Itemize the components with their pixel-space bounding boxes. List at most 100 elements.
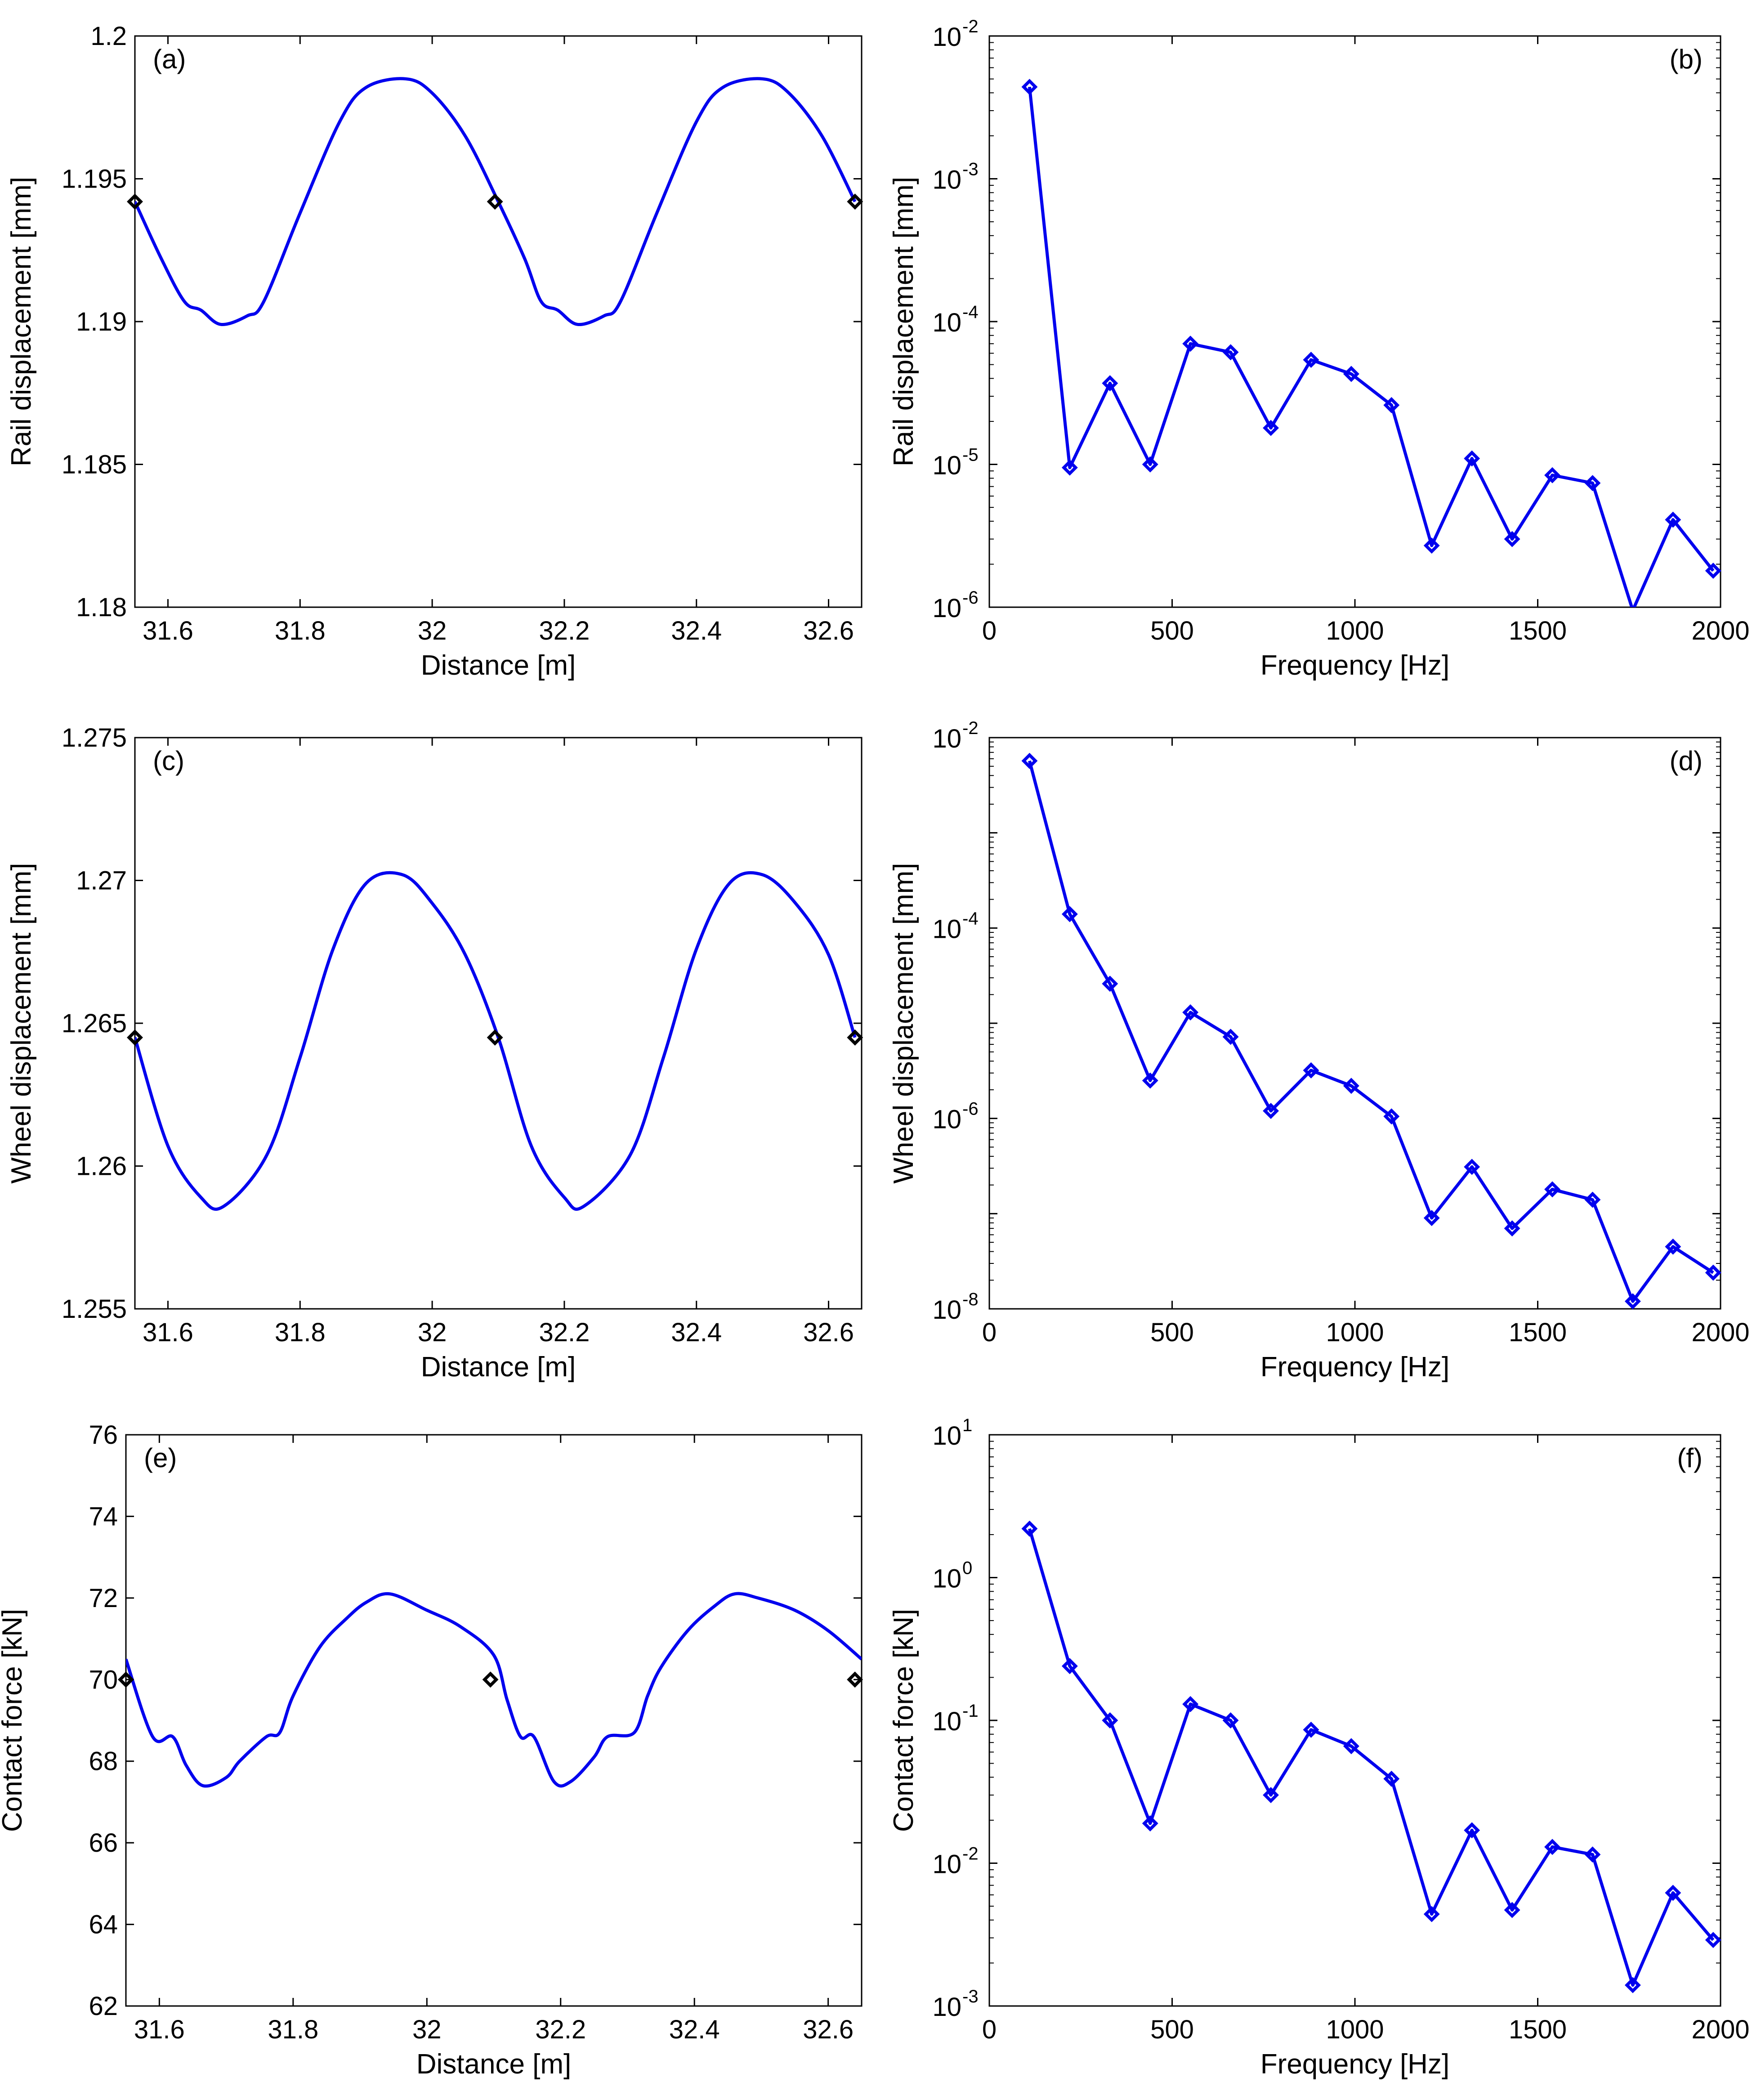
- x-tick-label: 0: [982, 616, 997, 645]
- data-point-marker: [1504, 1220, 1520, 1237]
- y-tick-label: 1.185: [62, 450, 127, 479]
- y-tick-label: 62: [89, 1992, 118, 2021]
- x-tick-label: 32.4: [669, 2015, 720, 2044]
- data-point-marker: [1021, 79, 1038, 95]
- y-tick-label: 68: [89, 1747, 118, 1776]
- data-point-marker: [1383, 397, 1400, 413]
- data-point-marker: [1504, 1902, 1520, 1918]
- data-point-marker: [1383, 1770, 1400, 1787]
- data-point-marker: [1303, 352, 1319, 368]
- data-point-marker: [1021, 752, 1038, 769]
- data-point-marker: [1423, 1210, 1440, 1226]
- data-point-marker: [1102, 1712, 1118, 1728]
- x-tick-label: 1000: [1326, 2015, 1384, 2044]
- panel-label: (b): [1670, 44, 1703, 74]
- y-tick-label: 10: [932, 1850, 961, 1879]
- panel-e: 31.6 31.8 32 32.2 32.4 32.6 62 64 66 68 70 72 74 76 Di…: [0, 1420, 863, 2080]
- y-tick-exponent: -5: [962, 445, 979, 465]
- data-point-marker: [1182, 1696, 1199, 1712]
- data-point-marker: [1705, 1932, 1721, 1948]
- x-tick-label: 2000: [1691, 2015, 1749, 2044]
- data-point-marker: [1584, 475, 1601, 491]
- x-tick-label: 0: [982, 2015, 997, 2044]
- panel-c: 31.6 31.8 32 32.2 32.4 32.6 1.255 1.26 1.265 1.27…: [6, 723, 863, 1383]
- x-tick-label: 500: [1150, 616, 1194, 645]
- panel-a: 31.6 31.8 32 32.2 32.4 32.6 1.18 1.185 1.19 1.195…: [6, 22, 863, 681]
- x-tick-label: 31.8: [268, 2015, 318, 2044]
- data-point-marker: [1665, 511, 1681, 528]
- data-point-marker: [1303, 1062, 1319, 1079]
- y-tick-label: 10: [932, 166, 961, 195]
- data-point-marker: [1624, 1977, 1641, 1993]
- series-line: [135, 77, 857, 327]
- y-tick-label: 1.265: [62, 1009, 127, 1038]
- y-tick-label: 10: [932, 1421, 961, 1451]
- y-tick-label: 10: [932, 1295, 961, 1325]
- data-point-marker: [1222, 344, 1239, 361]
- y-tick-exponent: -4: [962, 302, 979, 322]
- x-tick-label: 1500: [1509, 1318, 1567, 1347]
- data-point-marker: [1343, 366, 1359, 382]
- data-point-marker: [1464, 1159, 1480, 1175]
- series-line: [1028, 760, 1714, 1303]
- data-point-marker: [1222, 1712, 1239, 1728]
- y-tick-label: 1.19: [76, 307, 127, 336]
- data-point-marker: [1061, 906, 1078, 922]
- data-point-marker: [1464, 1822, 1480, 1839]
- data-point-marker: [1343, 1078, 1359, 1094]
- y-tick-label: 66: [89, 1828, 118, 1858]
- x-tick-label: 32.2: [539, 616, 590, 645]
- data-point-marker: [1061, 1658, 1078, 1675]
- y-tick-label: 10: [932, 1993, 961, 2022]
- y-tick-label: 1.27: [76, 866, 127, 896]
- x-axis-label: Distance [m]: [416, 2049, 572, 2080]
- y-tick-label: 10: [932, 1564, 961, 1594]
- x-tick-label: 32.6: [803, 1318, 854, 1347]
- y-axis-label: Contact force [kN]: [0, 1609, 28, 1832]
- y-tick-label: 1.18: [76, 593, 127, 622]
- x-tick-label: 2000: [1691, 1318, 1749, 1347]
- y-tick-label: 10: [932, 724, 961, 753]
- data-point-marker: [1705, 563, 1721, 579]
- data-point-marker: [1182, 1004, 1199, 1021]
- data-point-marker: [1544, 1839, 1560, 1855]
- data-point-marker: [1423, 537, 1440, 554]
- reference-point-marker: [482, 1671, 499, 1688]
- x-tick-label: 32: [412, 2015, 442, 2044]
- data-point-marker: [1142, 1815, 1158, 1831]
- y-tick-label: 1.275: [62, 723, 127, 752]
- data-point-marker: [1665, 1885, 1681, 1901]
- y-tick-label: 10: [932, 308, 961, 337]
- y-tick-exponent: 1: [962, 1415, 972, 1435]
- y-tick-label: 10: [932, 1707, 961, 1736]
- x-tick-label: 31.6: [143, 1318, 193, 1347]
- data-point-marker: [1182, 336, 1199, 352]
- data-point-marker: [1423, 1906, 1440, 1922]
- data-point-marker: [1061, 459, 1078, 476]
- reference-point-marker: [127, 193, 143, 210]
- data-point-marker: [1142, 456, 1158, 473]
- x-tick-label: 1500: [1509, 2015, 1567, 2044]
- data-point-marker: [1263, 1787, 1279, 1803]
- data-point-marker: [1102, 976, 1118, 992]
- data-point-marker: [1544, 467, 1560, 484]
- x-tick-label: 1000: [1326, 1318, 1384, 1347]
- reference-point-marker: [127, 1029, 143, 1046]
- y-tick-exponent: -6: [962, 1099, 979, 1119]
- y-axis-label: Rail displacement [mm]: [888, 177, 919, 466]
- data-point-marker: [1584, 1191, 1601, 1208]
- x-tick-label: 31.8: [275, 1318, 326, 1347]
- y-tick-label: 10: [932, 1105, 961, 1134]
- y-axis-label: Rail displacement [mm]: [6, 177, 37, 466]
- y-tick-label: 70: [89, 1665, 118, 1694]
- y-tick-label: 10: [932, 594, 961, 623]
- data-point-marker: [1263, 1102, 1279, 1119]
- data-point-marker: [1705, 1264, 1721, 1281]
- x-tick-label: 1500: [1509, 616, 1567, 645]
- data-point-marker: [1142, 1072, 1158, 1089]
- x-tick-label: 32.6: [803, 2015, 854, 2044]
- x-axis-label: Frequency [Hz]: [1260, 2049, 1449, 2080]
